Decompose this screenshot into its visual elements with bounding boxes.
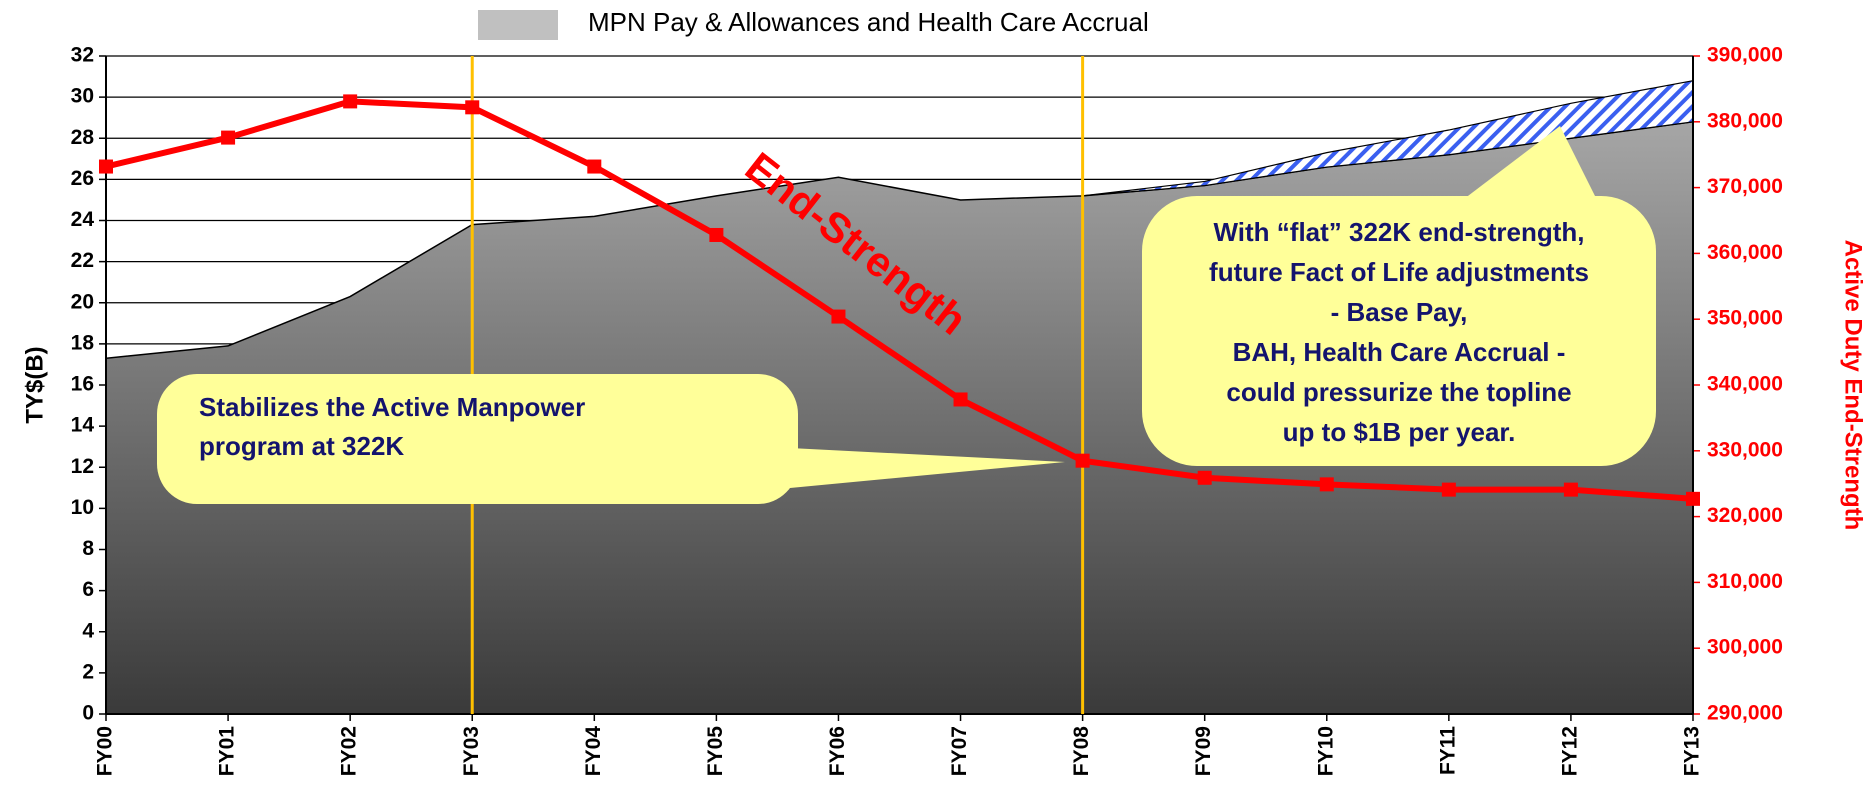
x-tick-label: FY10 [1314, 726, 1337, 776]
x-tick-label: FY11 [1436, 726, 1459, 775]
marker [99, 159, 113, 174]
callout-pointer [1460, 126, 1598, 202]
marker [709, 227, 724, 242]
y-tick-label: 30 [71, 85, 94, 108]
callout-text: future Fact of Life adjustments [1209, 257, 1589, 287]
y-tick-label: 32 [71, 44, 94, 67]
y2-tick-label: 360,000 [1707, 241, 1783, 264]
y-tick-label: 16 [71, 373, 94, 396]
y2-axis-label: Active Duty End-Strength [1840, 240, 1867, 531]
marker [343, 94, 358, 109]
y-axis-label: TY$(B) [21, 346, 48, 423]
callout-pointer [790, 448, 1065, 488]
y2-tick-label: 380,000 [1707, 109, 1783, 132]
callout-text: could pressurize the topline [1226, 377, 1571, 407]
marker [1319, 477, 1334, 492]
y-tick-label: 28 [71, 126, 95, 149]
callout-text: program at 322K [199, 431, 404, 461]
marker [1197, 470, 1212, 485]
x-tick-label: FY03 [460, 726, 483, 776]
marker [465, 100, 480, 115]
x-tick-label: FY06 [826, 726, 849, 776]
callout-text: - Base Pay, [1331, 297, 1468, 327]
x-tick-label: FY12 [1558, 726, 1581, 776]
x-tick-label: FY08 [1070, 726, 1093, 777]
y2-tick-label: 330,000 [1707, 438, 1783, 461]
marker [953, 392, 968, 407]
y2-tick-label: 310,000 [1707, 570, 1783, 593]
x-tick-label: FY13 [1681, 726, 1704, 776]
y2-tick-label: 340,000 [1707, 373, 1783, 396]
x-tick-label: FY00 [94, 726, 117, 776]
y-tick-label: 20 [71, 290, 94, 313]
y-tick-label: 10 [71, 496, 94, 519]
y-tick-label: 6 [82, 578, 94, 601]
x-tick-label: FY07 [948, 726, 971, 776]
marker [1441, 482, 1456, 497]
y-tick-label: 2 [82, 660, 94, 683]
x-tick-label: FY02 [338, 726, 361, 776]
callout-box [1142, 196, 1656, 466]
y2-tick-label: 290,000 [1707, 702, 1783, 725]
y2-tick-label: 300,000 [1707, 636, 1783, 659]
callout-box [157, 374, 798, 504]
line [105, 98, 1694, 502]
y2-tick-label: 390,000 [1707, 44, 1783, 67]
marker [1686, 491, 1700, 506]
y-tick-label: 14 [71, 414, 95, 437]
callout-text: BAH, Health Care Accrual - [1233, 337, 1566, 367]
y-tick-label: 26 [71, 167, 94, 190]
y-tick-label: 24 [71, 208, 95, 231]
y-tick-label: 8 [82, 537, 94, 560]
x-tick-label: FY01 [216, 726, 239, 777]
y2-tick-label: 320,000 [1707, 504, 1783, 527]
y2-tick-label: 370,000 [1707, 175, 1783, 198]
callout-text: Stabilizes the Active Manpower [199, 392, 585, 422]
x-tick-label: FY05 [704, 726, 727, 777]
marker [221, 130, 236, 145]
y2-tick-label: 350,000 [1707, 307, 1783, 330]
callout-text: up to $1B per year. [1283, 417, 1516, 447]
y-tick-label: 22 [71, 249, 94, 272]
legend-label: MPN Pay & Allowances and Health Care Acc… [588, 7, 1149, 37]
marker [831, 309, 846, 324]
y-tick-label: 12 [71, 455, 94, 478]
marker [1563, 482, 1578, 497]
callout-text: With “flat” 322K end-strength, [1213, 217, 1584, 247]
y-tick-label: 4 [82, 619, 94, 642]
marker [1075, 453, 1090, 468]
y-tick-label: 0 [82, 702, 94, 725]
y-tick-label: 18 [71, 331, 95, 354]
legend-swatch [478, 10, 558, 40]
x-tick-label: FY04 [582, 726, 605, 777]
x-tick-label: FY09 [1192, 726, 1215, 776]
marker [587, 159, 602, 174]
